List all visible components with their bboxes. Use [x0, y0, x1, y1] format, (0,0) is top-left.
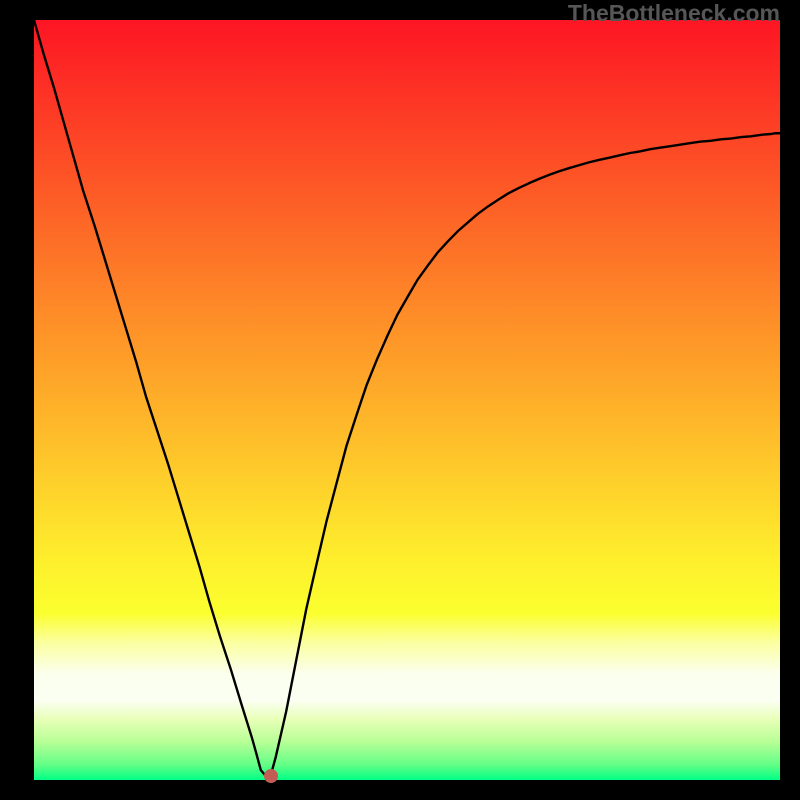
chart-frame: TheBottleneck.com — [0, 0, 800, 800]
minimum-marker — [264, 769, 278, 783]
gradient-background — [34, 20, 780, 780]
plot-area — [34, 20, 780, 780]
watermark-text: TheBottleneck.com — [568, 0, 780, 27]
